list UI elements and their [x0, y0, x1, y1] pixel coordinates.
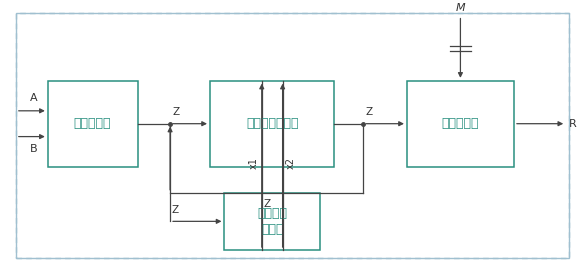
Text: Z: Z	[173, 107, 180, 117]
Bar	[407, 81, 514, 167]
Text: 大数减法器: 大数减法器	[442, 117, 479, 130]
Text: Z: Z	[172, 205, 179, 215]
Text: A: A	[30, 93, 37, 103]
Text: 循环进位累加器: 循环进位累加器	[246, 117, 299, 130]
Text: Z: Z	[263, 199, 270, 209]
Text: 大数乘法器: 大数乘法器	[74, 117, 111, 130]
Bar	[225, 193, 320, 250]
Text: x1: x1	[249, 157, 259, 169]
Bar	[48, 81, 137, 167]
Text: Z: Z	[365, 107, 373, 117]
Text: 临时变量
生成器: 临时变量 生成器	[257, 207, 287, 236]
Text: R: R	[569, 119, 577, 129]
Bar	[210, 81, 335, 167]
Text: x2: x2	[286, 157, 296, 169]
Text: M: M	[456, 3, 465, 13]
Text: B: B	[30, 144, 37, 154]
